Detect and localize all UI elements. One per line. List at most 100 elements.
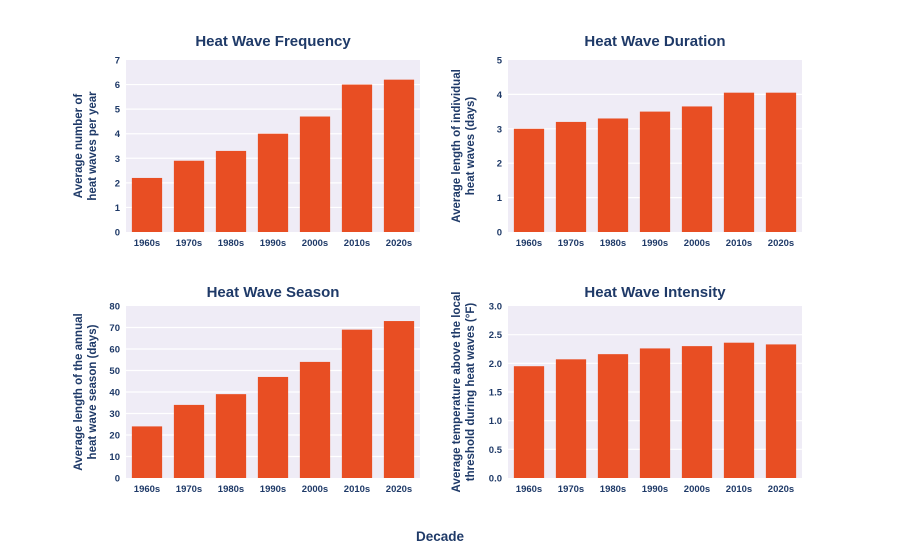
x-tick-label: 2020s — [386, 238, 412, 249]
y-tick-label: 70 — [109, 323, 120, 334]
bar — [341, 84, 373, 232]
y-tick-label: 2 — [497, 159, 502, 170]
y-tick-label: 0 — [115, 228, 120, 239]
chart-title: Heat Wave Frequency — [195, 33, 351, 50]
x-tick-label: 1970s — [176, 238, 202, 249]
chart-title: Heat Wave Duration — [584, 33, 725, 50]
bar — [215, 150, 247, 232]
y-tick-label: 80 — [109, 302, 120, 313]
bar — [299, 361, 331, 478]
y-tick-label: 0.0 — [489, 474, 502, 485]
bar — [555, 359, 587, 478]
y-tick-label: 1.0 — [489, 416, 502, 427]
y-tick-label: 5 — [115, 105, 121, 116]
panel-heat-wave-frequency: 0 1 2 3 4 5 6 7 1960s 1970s 1980s 1990s 2000s 2010s 20… — [73, 33, 420, 249]
bar — [513, 128, 545, 232]
bar — [681, 346, 713, 478]
y-axis-label-line: threshold during heat waves (°F) — [465, 303, 477, 482]
bar — [765, 92, 797, 233]
y-tick-label: 60 — [109, 345, 120, 356]
x-tick-label: 2010s — [726, 238, 752, 249]
x-tick-label: 1980s — [600, 238, 626, 249]
y-axis-label-line: Average number of — [73, 94, 85, 199]
y-tick-label: 5 — [497, 56, 503, 67]
bar — [639, 348, 671, 478]
x-tick-label: 1960s — [516, 238, 542, 249]
y-tick-label: 0 — [497, 228, 502, 239]
y-tick-label: 10 — [109, 452, 120, 463]
x-tick-label: 2020s — [768, 484, 794, 495]
y-tick-label: 1 — [115, 203, 121, 214]
shared-x-axis-label: Decade — [416, 529, 465, 544]
bar — [597, 118, 629, 232]
y-axis-label-line: Average temperature above the local — [451, 292, 463, 493]
x-tick-label: 1980s — [218, 238, 244, 249]
bar — [173, 160, 205, 232]
bar — [723, 92, 755, 233]
y-tick-label: 2.0 — [489, 359, 502, 370]
x-tick-label: 1990s — [642, 484, 668, 495]
x-tick-label: 1960s — [134, 238, 160, 249]
y-tick-label: 3 — [115, 154, 120, 165]
x-tick-label: 1970s — [558, 484, 584, 495]
bar — [383, 321, 415, 478]
y-axis-label-line: heat waves (days) — [465, 97, 477, 196]
bar — [257, 133, 289, 232]
y-axis-label: Average length of the annual heat wave se… — [73, 313, 99, 470]
x-tick-label: 2020s — [768, 238, 794, 249]
bar — [555, 121, 587, 232]
x-tick-label: 1970s — [176, 484, 202, 495]
x-tick-label: 2010s — [726, 484, 752, 495]
y-tick-label: 1 — [497, 193, 503, 204]
bar — [639, 111, 671, 232]
bar — [723, 342, 755, 478]
x-tick-label: 2000s — [684, 484, 710, 495]
y-tick-label: 4 — [115, 129, 121, 140]
y-tick-label: 40 — [109, 388, 120, 399]
y-tick-label: 2.5 — [489, 330, 503, 341]
x-tick-label: 2000s — [684, 238, 710, 249]
bar — [131, 177, 163, 232]
y-tick-label: 0 — [115, 474, 120, 485]
x-tick-label: 1980s — [218, 484, 244, 495]
y-tick-label: 0.5 — [489, 445, 503, 456]
y-axis-label-line: Average length of individual — [451, 69, 463, 223]
y-tick-label: 3 — [497, 124, 502, 135]
x-tick-label: 1990s — [260, 238, 286, 249]
bar — [215, 394, 247, 478]
y-tick-label: 2 — [115, 178, 120, 189]
y-axis-label-line: Average length of the annual — [73, 313, 85, 470]
y-tick-label: 3.0 — [489, 302, 502, 313]
bar — [257, 376, 289, 478]
y-axis-label-line: heat wave season (days) — [87, 324, 99, 459]
y-tick-label: 7 — [115, 56, 120, 67]
bar — [173, 404, 205, 478]
x-tick-label: 2020s — [386, 484, 412, 495]
x-tick-label: 1980s — [600, 484, 626, 495]
panel-heat-wave-intensity: 0.0 0.5 1.0 1.5 2.0 2.5 3.0 1960s 1970s 1980s 1990… — [451, 284, 802, 495]
chart-title: Heat Wave Season — [207, 284, 340, 301]
panel-heat-wave-duration: 0 1 2 3 4 5 1960s 1970s 1980s 1990s 2000s 2010s 2020… — [451, 33, 802, 249]
x-tick-label: 1960s — [134, 484, 160, 495]
panel-heat-wave-season: 0 10 20 30 40 50 60 70 80 1960s 1970s 1980s 1990s 200… — [73, 284, 420, 495]
y-tick-label: 1.5 — [489, 388, 503, 399]
x-tick-label: 2000s — [302, 484, 328, 495]
x-tick-label: 2010s — [344, 238, 370, 249]
y-tick-label: 50 — [109, 366, 120, 377]
bar — [597, 354, 629, 478]
y-tick-label: 30 — [109, 409, 120, 420]
y-axis-label: Average length of individual heat waves (… — [451, 69, 477, 223]
y-axis-label: Average number of heat waves per year — [73, 91, 99, 201]
bar — [765, 344, 797, 478]
y-tick-label: 4 — [497, 90, 503, 101]
x-tick-label: 2010s — [344, 484, 370, 495]
x-tick-label: 2000s — [302, 238, 328, 249]
bar — [383, 79, 415, 233]
y-axis-label-line: heat waves per year — [87, 91, 99, 201]
chart-title: Heat Wave Intensity — [584, 284, 726, 301]
y-tick-label: 6 — [115, 80, 120, 91]
x-tick-label: 1960s — [516, 484, 542, 495]
bar — [681, 106, 713, 232]
bar — [131, 426, 163, 478]
x-tick-label: 1970s — [558, 238, 584, 249]
